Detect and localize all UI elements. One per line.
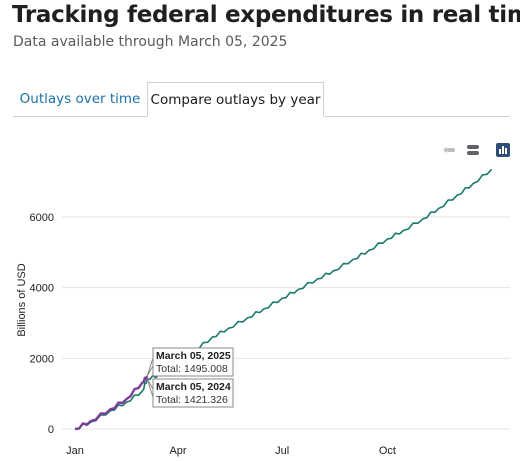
line-chart-toggle-icon[interactable]	[442, 143, 456, 157]
page-title: Tracking federal expenditures in real ti…	[12, 2, 520, 28]
tooltip-date: March 05, 2024	[156, 381, 231, 393]
tab-outlays-over-time[interactable]: Outlays over time	[19, 91, 141, 107]
x-tick-label: Apr	[169, 445, 186, 457]
tooltip-total: Total: 1421.326	[156, 394, 228, 406]
tab-compare-outlays-by-year[interactable]: Compare outlays by year	[147, 82, 324, 117]
bar-chart-view-icon[interactable]	[496, 143, 510, 157]
x-tick-label: Oct	[379, 445, 396, 457]
y-tick-label: 4000	[30, 283, 54, 295]
x-tick-label: Jan	[66, 445, 84, 457]
table-view-icon[interactable]	[466, 143, 480, 157]
y-tick-label: 6000	[30, 212, 54, 224]
tooltip-date: March 05, 2025	[156, 350, 231, 362]
tooltip-pointer	[146, 378, 154, 398]
page-subtitle: Data available through March 05, 2025	[13, 34, 288, 50]
tooltip-total: Total: 1495.008	[156, 363, 228, 375]
chart-tabs: Outlays over time Compare outlays by yea…	[13, 82, 510, 117]
tooltip-box	[152, 378, 234, 408]
tooltip-box	[152, 347, 234, 377]
tooltip-pointer	[146, 357, 154, 377]
y-tick-label: 2000	[30, 353, 54, 365]
y-axis-title: Billions of USD	[16, 263, 28, 336]
y-tick-label: 0	[48, 424, 54, 436]
x-tick-label: Jul	[275, 445, 289, 457]
series-line-1[interactable]	[74, 375, 149, 431]
series-line-0[interactable]	[74, 168, 493, 430]
